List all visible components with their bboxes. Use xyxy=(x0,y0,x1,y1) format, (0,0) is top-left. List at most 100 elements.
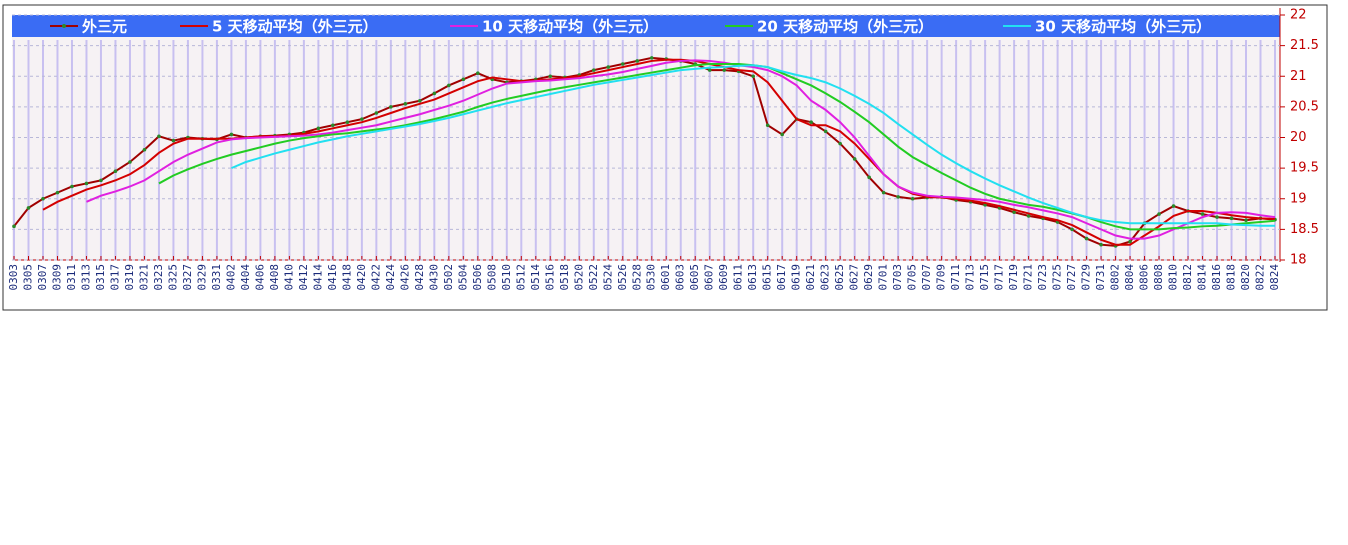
y-tick-label: 19 xyxy=(1290,191,1307,206)
x-tick-label: 0406 xyxy=(253,264,266,291)
x-tick-label: 0410 xyxy=(282,264,295,291)
point xyxy=(722,68,727,72)
x-tick-label: 0327 xyxy=(181,264,194,291)
x-tick-label: 0323 xyxy=(152,264,165,291)
x-tick-label: 0422 xyxy=(369,264,382,291)
point xyxy=(128,160,132,164)
point xyxy=(345,120,350,124)
legend-marker xyxy=(62,24,66,28)
x-tick-label: 0520 xyxy=(572,264,585,291)
x-tick-label: 0717 xyxy=(993,264,1006,291)
x-tick-label: 0613 xyxy=(746,264,759,291)
x-tick-label: 0818 xyxy=(1225,264,1238,291)
x-tick-label: 0317 xyxy=(108,264,121,291)
x-tick-label: 0609 xyxy=(717,264,730,291)
point xyxy=(707,68,712,72)
x-tick-label: 0307 xyxy=(36,264,49,291)
x-tick-label: 0311 xyxy=(65,264,78,291)
point xyxy=(113,169,118,173)
point xyxy=(389,105,393,109)
x-tick-label: 0524 xyxy=(601,264,614,291)
x-tick-label: 0504 xyxy=(456,264,469,291)
x-tick-label: 0309 xyxy=(50,264,63,291)
point xyxy=(142,147,147,152)
x-tick-label: 0713 xyxy=(964,264,977,291)
x-tick-label: 0404 xyxy=(239,264,252,291)
point xyxy=(403,102,408,106)
x-tick-label: 0824 xyxy=(1268,264,1281,291)
point xyxy=(548,74,553,79)
x-tick-label: 0418 xyxy=(340,264,353,291)
x-tick-label: 0806 xyxy=(1138,264,1151,291)
point xyxy=(316,126,321,131)
x-tick-label: 0408 xyxy=(268,264,281,291)
x-tick-label: 0729 xyxy=(1080,264,1093,291)
y-tick-label: 22 xyxy=(1290,8,1307,23)
point xyxy=(620,62,625,66)
x-tick-label: 0816 xyxy=(1210,264,1223,291)
x-tick-label: 0611 xyxy=(732,264,745,291)
point xyxy=(476,71,480,75)
point xyxy=(1229,216,1234,221)
point xyxy=(1244,218,1248,222)
y-tick-label: 21.5 xyxy=(1290,38,1319,53)
point xyxy=(881,190,886,195)
point xyxy=(55,190,60,195)
x-tick-label: 0510 xyxy=(500,264,513,291)
x-tick-label: 0812 xyxy=(1181,264,1194,291)
point xyxy=(70,184,74,189)
point xyxy=(649,56,654,60)
x-tick-label: 0331 xyxy=(210,264,223,291)
x-tick-label: 0727 xyxy=(1065,264,1078,291)
x-tick-label: 0711 xyxy=(949,264,962,291)
point xyxy=(157,134,161,139)
point xyxy=(1171,204,1176,208)
point xyxy=(84,181,89,186)
point xyxy=(1070,227,1074,232)
x-tick-label: 0603 xyxy=(674,264,687,291)
point xyxy=(1215,215,1219,219)
x-tick-label: 0512 xyxy=(514,264,527,291)
x-tick-label: 0412 xyxy=(297,264,310,291)
x-tick-label: 0315 xyxy=(94,264,107,291)
legend-label: 10 天移动平均（外三元） xyxy=(482,18,658,36)
x-tick-label: 0526 xyxy=(616,264,629,291)
point xyxy=(461,77,466,82)
x-tick-label: 0514 xyxy=(529,264,542,291)
x-tick-label: 0615 xyxy=(761,264,774,291)
x-tick-label: 0719 xyxy=(1007,264,1020,291)
x-tick-label: 0605 xyxy=(688,264,701,291)
point xyxy=(591,68,596,72)
x-tick-label: 0705 xyxy=(906,264,919,291)
x-tick-label: 0321 xyxy=(137,264,150,291)
point xyxy=(765,123,770,128)
point xyxy=(374,111,379,115)
x-tick-label: 0303 xyxy=(7,264,20,291)
legend-label: 30 天移动平均（外三元） xyxy=(1035,18,1211,36)
x-tick-label: 0621 xyxy=(804,264,817,291)
point xyxy=(606,65,611,69)
point xyxy=(867,175,871,180)
point xyxy=(447,83,451,88)
x-tick-label: 0426 xyxy=(398,264,411,291)
y-tick-label: 18 xyxy=(1290,253,1307,268)
point xyxy=(852,157,857,161)
point xyxy=(360,117,364,121)
point xyxy=(418,98,422,103)
x-tick-label: 0707 xyxy=(920,264,933,291)
x-tick-label: 0522 xyxy=(587,264,600,291)
point xyxy=(1099,242,1103,247)
x-tick-label: 0506 xyxy=(471,264,484,291)
legend-label: 20 天移动平均（外三元） xyxy=(757,18,933,36)
x-tick-label: 0305 xyxy=(21,264,34,291)
x-tick-label: 0820 xyxy=(1239,264,1252,291)
x-tick-label: 0814 xyxy=(1196,264,1209,291)
point xyxy=(229,132,234,137)
x-tick-label: 0420 xyxy=(355,264,368,291)
point xyxy=(432,91,437,96)
y-tick-label: 21 xyxy=(1290,69,1307,84)
x-tick-label: 0810 xyxy=(1167,264,1180,291)
x-tick-label: 0601 xyxy=(659,264,672,291)
point xyxy=(99,178,103,183)
